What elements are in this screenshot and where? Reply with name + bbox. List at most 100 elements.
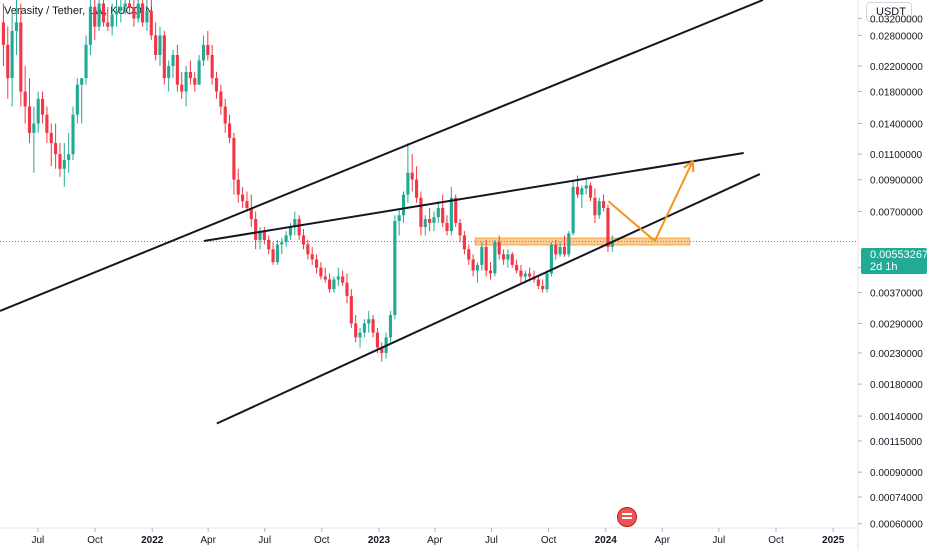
candle-body	[332, 279, 336, 290]
candle-body	[193, 78, 197, 85]
y-tick-label: 0.00230000	[870, 349, 923, 360]
x-tick-label: Apr	[427, 535, 443, 546]
candle-body	[380, 347, 384, 353]
candle-body	[67, 154, 71, 161]
y-tick-label: 0.00370000	[870, 289, 923, 300]
y-tick-label: 0.01800000	[870, 88, 923, 99]
y-tick-label: 0.00074000	[870, 493, 923, 504]
candle-body	[275, 244, 279, 263]
candle-body	[515, 264, 519, 271]
candle-body	[571, 186, 575, 234]
x-tick-label: Jul	[32, 535, 45, 546]
candle-body	[458, 222, 462, 236]
candle-body	[445, 222, 449, 232]
y-tick-label: 0.00090000	[870, 468, 923, 479]
candle-body	[75, 84, 79, 115]
candle-body	[536, 279, 540, 286]
projection-arrowhead	[683, 159, 695, 173]
candle-body	[575, 186, 580, 195]
candle-body	[245, 201, 249, 208]
candle-body	[349, 296, 353, 324]
candle-body	[467, 249, 471, 260]
candle-body	[280, 242, 284, 245]
y-tick-label: 0.00180000	[870, 380, 923, 391]
y-tick-label: 0.00060000	[870, 520, 923, 531]
candle-body	[432, 217, 436, 223]
candle-body	[415, 179, 419, 198]
candle-body	[593, 197, 597, 216]
candle-body	[71, 114, 75, 155]
candle-body	[558, 246, 562, 255]
candle-body	[93, 7, 97, 27]
x-tick-label: Oct	[768, 535, 784, 546]
candle-body	[393, 220, 397, 316]
candle-body	[106, 22, 110, 27]
y-tick-label: 0.01100000	[870, 150, 923, 161]
candle-body	[232, 137, 236, 180]
lower-support-line	[216, 173, 761, 425]
candle-body	[145, 10, 149, 23]
candle-body	[328, 279, 332, 290]
us-flag-icon[interactable]	[617, 507, 637, 527]
candle-body	[493, 242, 497, 274]
candle-body	[501, 254, 506, 260]
y-tick-label: 0.00290000	[870, 320, 923, 331]
candle-body	[6, 44, 10, 79]
x-tick-label: Oct	[87, 535, 103, 546]
candle-body	[19, 22, 23, 92]
candle-body	[449, 197, 453, 232]
candle-body	[162, 35, 166, 79]
candle-body	[510, 254, 514, 265]
candle-body	[397, 215, 401, 221]
candle-body	[258, 231, 262, 240]
candle-body	[236, 179, 240, 195]
candle-body	[210, 54, 214, 79]
y-tick-label: 0.00140000	[870, 412, 923, 423]
candle-body	[88, 7, 92, 45]
x-tick-label: Jul	[712, 535, 725, 546]
candle-body	[132, 7, 136, 19]
candle-body	[523, 273, 527, 277]
candle-body	[341, 276, 345, 283]
x-tick-label: 2023	[368, 535, 391, 546]
candle-body	[171, 54, 175, 67]
candle-body	[367, 319, 371, 324]
candle-body	[610, 241, 614, 247]
y-tick-label: 0.01400000	[870, 119, 923, 130]
candle-body	[345, 282, 349, 297]
candle-body	[271, 249, 275, 263]
candle-body	[528, 273, 532, 277]
candle-body	[14, 22, 19, 31]
candle-body	[549, 244, 553, 274]
candle-body	[488, 270, 493, 274]
candle-body	[475, 264, 480, 271]
candle-body	[228, 123, 232, 138]
candle-body	[541, 285, 545, 290]
candle-body	[180, 84, 184, 92]
candle-body	[584, 185, 588, 189]
candle-body	[419, 197, 423, 227]
candle-body	[1, 22, 5, 45]
candle-body	[40, 98, 45, 115]
candle-body	[184, 71, 188, 92]
y-tick-label: 0.02800000	[870, 31, 923, 42]
candle-body	[319, 267, 323, 277]
candle-body	[401, 194, 406, 216]
candle-body	[580, 188, 584, 195]
candle-body	[423, 219, 427, 227]
projection-path	[607, 160, 694, 243]
currency-button[interactable]: USDT	[866, 2, 912, 22]
candle-body	[54, 143, 58, 155]
candle-body	[519, 270, 523, 277]
candle-body	[480, 246, 484, 265]
candle-body	[362, 323, 366, 333]
candle-body	[119, 7, 123, 11]
candle-body	[267, 239, 271, 250]
candle-body	[188, 71, 192, 79]
candle-body	[567, 233, 571, 255]
candle-body	[45, 114, 49, 133]
candle-body	[214, 78, 219, 92]
candle-body	[301, 235, 306, 245]
candle-body	[49, 132, 53, 144]
